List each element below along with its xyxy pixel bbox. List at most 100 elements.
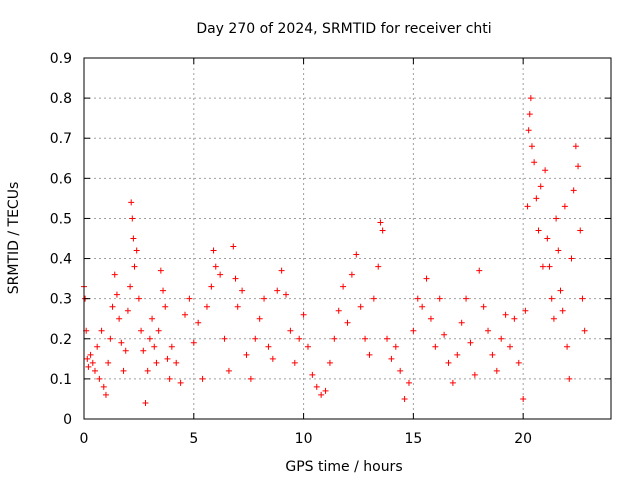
data-point	[498, 335, 505, 342]
data-point	[485, 327, 492, 334]
data-point	[579, 295, 586, 302]
data-point	[326, 359, 333, 366]
axis-ticks	[83, 57, 611, 420]
data-point	[506, 343, 513, 350]
data-point	[177, 379, 184, 386]
data-point	[144, 367, 151, 374]
data-point	[162, 303, 169, 310]
data-point	[427, 315, 434, 322]
data-point	[261, 295, 268, 302]
data-point	[366, 351, 373, 358]
data-point	[130, 235, 137, 242]
data-point	[436, 295, 443, 302]
data-point	[375, 263, 382, 270]
data-point	[283, 291, 290, 298]
data-point	[550, 315, 557, 322]
data-point	[182, 311, 189, 318]
data-point	[239, 287, 246, 294]
data-point	[120, 367, 127, 374]
data-point	[212, 263, 219, 270]
data-point	[524, 203, 531, 210]
data-point	[96, 375, 103, 382]
data-point	[542, 167, 549, 174]
data-point	[449, 379, 456, 386]
data-point	[164, 355, 171, 362]
data-point	[157, 267, 164, 274]
data-point	[454, 351, 461, 358]
data-point	[91, 367, 98, 374]
data-point	[166, 375, 173, 382]
data-point	[89, 359, 96, 366]
data-point	[85, 363, 92, 370]
data-point	[116, 315, 123, 322]
data-point	[405, 379, 412, 386]
data-point	[135, 295, 142, 302]
data-point	[480, 303, 487, 310]
data-point	[370, 295, 377, 302]
data-point	[269, 355, 276, 362]
data-point	[318, 391, 325, 398]
data-point	[566, 375, 573, 382]
data-point	[557, 287, 564, 294]
data-point	[146, 335, 153, 342]
data-point	[520, 395, 527, 402]
y-tick-label: 0.7	[50, 131, 72, 147]
data-point	[243, 351, 250, 358]
data-point	[419, 303, 426, 310]
data-point	[128, 199, 135, 206]
data-points	[81, 95, 588, 406]
data-point	[287, 327, 294, 334]
data-point	[87, 351, 94, 358]
data-point	[379, 227, 386, 234]
data-point	[445, 359, 452, 366]
data-point	[414, 295, 421, 302]
data-point	[493, 367, 500, 374]
data-point	[124, 307, 131, 314]
data-point	[564, 343, 571, 350]
data-point	[113, 291, 120, 298]
data-point	[335, 307, 342, 314]
y-tick-label: 0.3	[50, 292, 72, 308]
data-point	[467, 339, 474, 346]
data-point	[423, 275, 430, 282]
data-point	[537, 183, 544, 190]
data-point	[489, 351, 496, 358]
y-tick-label: 0.6	[50, 171, 72, 187]
data-point	[84, 355, 91, 362]
data-point	[568, 255, 575, 262]
data-point	[309, 371, 316, 378]
data-point	[252, 335, 259, 342]
x-tick-label: 15	[404, 431, 422, 447]
data-point	[234, 303, 241, 310]
x-tick-labels: 0 5 10 15 20	[80, 431, 533, 447]
data-point	[377, 219, 384, 226]
data-point	[553, 215, 560, 222]
data-point	[109, 303, 116, 310]
data-point	[129, 215, 136, 222]
data-point	[581, 327, 588, 334]
data-point	[555, 247, 562, 254]
y-tick-label: 0.2	[50, 332, 72, 348]
data-point	[572, 143, 579, 150]
data-point	[274, 287, 281, 294]
data-point	[525, 127, 532, 134]
data-point	[362, 335, 369, 342]
data-point	[155, 327, 162, 334]
data-point	[142, 399, 149, 406]
data-point	[131, 263, 138, 270]
data-point	[94, 343, 101, 350]
x-tick-label: 5	[189, 431, 198, 447]
data-point	[441, 331, 448, 338]
data-point	[384, 335, 391, 342]
x-tick-label: 0	[80, 431, 89, 447]
data-point	[575, 163, 582, 170]
data-point	[100, 383, 107, 390]
y-axis-label: SRMTID / TECUs	[6, 182, 22, 295]
data-point	[533, 195, 540, 202]
data-point	[397, 367, 404, 374]
data-point	[278, 267, 285, 274]
data-point	[522, 307, 529, 314]
data-point	[458, 319, 465, 326]
data-point	[190, 339, 197, 346]
data-point	[105, 359, 112, 366]
